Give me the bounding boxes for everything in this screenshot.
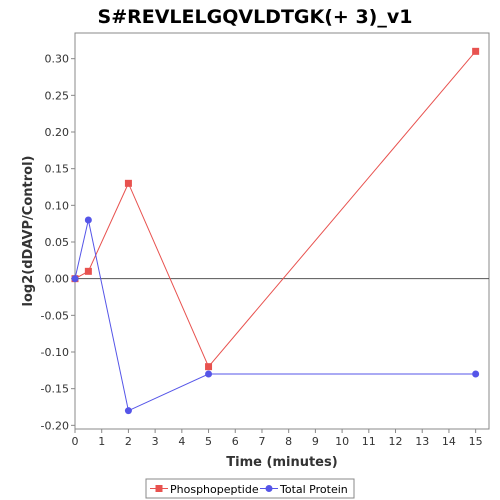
data-point-total-protein xyxy=(472,370,480,378)
data-point-total-protein xyxy=(71,275,79,283)
x-tick-label: 4 xyxy=(178,435,185,448)
legend-phosphopeptide-marker xyxy=(155,485,163,492)
x-tick-label: 10 xyxy=(335,435,349,448)
legend-total-protein-label: Total Protein xyxy=(279,483,348,496)
data-point-total-protein xyxy=(205,370,213,378)
data-point-total-protein xyxy=(84,216,92,224)
y-tick-label: 0.00 xyxy=(45,273,70,286)
x-tick-label: 5 xyxy=(205,435,212,448)
data-point-phosphopeptide xyxy=(84,267,92,275)
legend-box xyxy=(145,478,355,499)
y-tick-label: 0.25 xyxy=(45,89,70,102)
y-tick-label: 0.20 xyxy=(45,126,70,139)
data-point-phosphopeptide xyxy=(124,179,132,187)
y-tick-label: -0.05 xyxy=(41,309,69,322)
legend: Phosphopeptide Total Protein xyxy=(145,478,355,499)
data-point-phosphopeptide xyxy=(472,47,480,55)
y-tick-label: -0.20 xyxy=(41,419,69,432)
y-axis-label: log2(dDAVP/Control) xyxy=(21,156,36,307)
chart-title: S#REVLELGQVLDTGK(+ 3)_v1 xyxy=(98,6,413,28)
x-tick-label: 2 xyxy=(125,435,132,448)
x-tick-label: 11 xyxy=(362,435,376,448)
x-tick-label: 9 xyxy=(312,435,319,448)
legend-phosphopeptide-label: Phosphopeptide xyxy=(170,483,259,496)
y-axis: -0.20 -0.15 -0.10 -0.05 0.00 0.05 0.10 0.15 0.20… xyxy=(41,53,75,432)
x-tick-label: 1 xyxy=(98,435,105,448)
y-tick-label: -0.10 xyxy=(41,346,69,359)
data-point-total-protein xyxy=(124,407,132,415)
y-tick-label: 0.10 xyxy=(45,199,70,212)
x-tick-label: 8 xyxy=(285,435,292,448)
data-point-phosphopeptide xyxy=(205,363,213,371)
x-tick-label: 7 xyxy=(258,435,265,448)
y-tick-label: -0.15 xyxy=(41,383,69,396)
x-axis: 0 1 2 3 4 5 6 7 8 9 10 11 12 13 14 15 xyxy=(72,429,483,448)
x-tick-label: 3 xyxy=(152,435,159,448)
series-layer xyxy=(71,47,480,415)
legend-total-protein-marker xyxy=(265,485,273,492)
x-axis-label: Time (minutes) xyxy=(226,455,337,470)
x-tick-label: 15 xyxy=(469,435,483,448)
y-tick-label: 0.30 xyxy=(45,53,70,66)
x-tick-label: 6 xyxy=(232,435,239,448)
y-tick-label: 0.05 xyxy=(45,236,70,249)
x-tick-label: 12 xyxy=(389,435,403,448)
x-tick-label: 0 xyxy=(72,435,79,448)
y-tick-label: 0.15 xyxy=(45,163,70,176)
x-tick-label: 13 xyxy=(415,435,429,448)
x-tick-label: 14 xyxy=(442,435,456,448)
plot-area xyxy=(74,32,490,430)
